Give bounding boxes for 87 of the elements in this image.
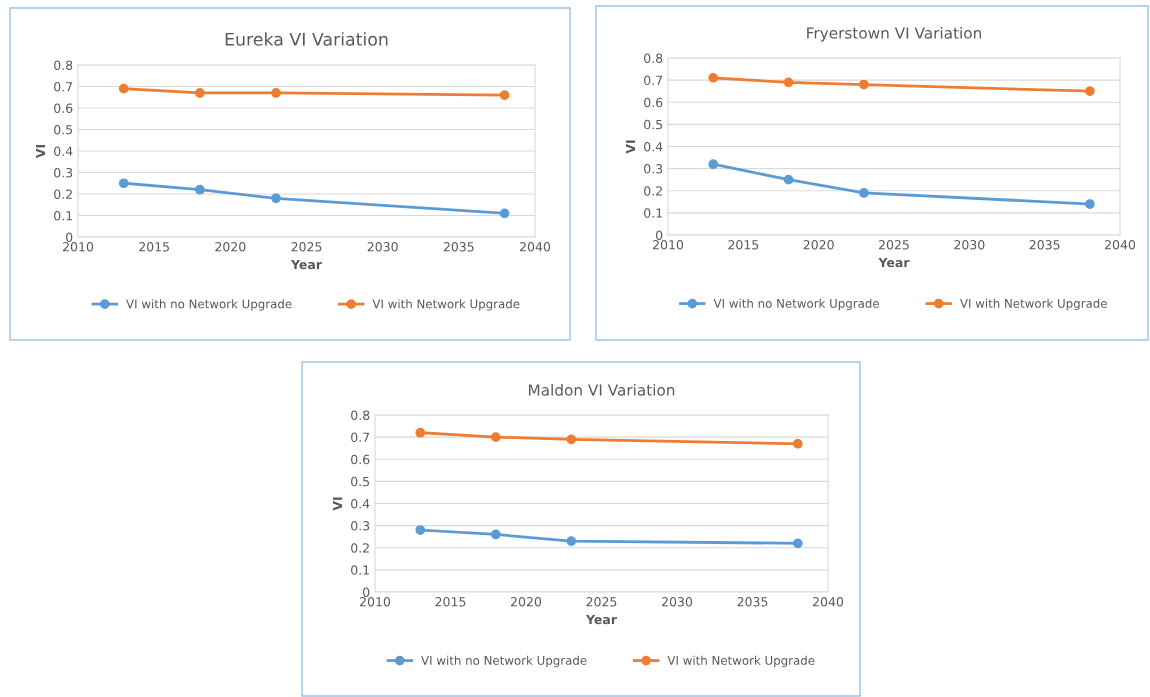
point — [271, 88, 281, 98]
legend-label: VI with Network Upgrade — [372, 299, 520, 311]
y-tick-label: 0 — [656, 230, 663, 240]
y-tick-label: 0.6 — [644, 97, 663, 108]
point — [708, 73, 719, 83]
x-axis-title: Year — [290, 259, 322, 270]
x-tick-label: 2020 — [511, 597, 542, 607]
point — [118, 83, 129, 94]
y-tick-label: 0.7 — [54, 81, 73, 92]
point — [415, 427, 426, 438]
y-tick-label: 0 — [66, 232, 73, 242]
legend-label: VI with no Network Upgrade — [713, 298, 879, 311]
y-tick-label: 0.7 — [351, 432, 370, 443]
x-tick-label: 2025 — [291, 242, 322, 252]
x-tick-label: 2035 — [737, 597, 768, 607]
x-tick-label: 2040 — [520, 242, 551, 252]
x-tick-label: 2040 — [1105, 240, 1136, 250]
y-tick-label: 0.4 — [54, 146, 73, 156]
y-tick-label: 0.6 — [351, 454, 370, 465]
x-tick-label: 2010 — [653, 240, 684, 250]
x-tick-label: 2025 — [879, 240, 909, 250]
x-tick-label: 2020 — [215, 242, 246, 252]
legend-label: VI with Network Upgrade — [959, 298, 1107, 311]
y-axis-title: VI — [332, 497, 343, 511]
y-tick-label: 0.8 — [351, 410, 370, 420]
legend-label: VI with no Network Upgrade — [421, 655, 587, 668]
point — [859, 79, 869, 90]
x-tick-label: 2015 — [139, 242, 169, 252]
y-tick-label: 0.2 — [351, 543, 369, 553]
point — [1085, 86, 1095, 97]
y-tick-label: 0 — [363, 587, 370, 597]
point — [792, 538, 803, 549]
x-axis-title: Year — [878, 257, 910, 268]
y-tick-label: 0.5 — [54, 124, 73, 135]
y-tick-label: 0.3 — [644, 164, 663, 174]
point — [708, 159, 719, 170]
y-tick-label: 0.1 — [351, 565, 369, 575]
y-tick-label: 0.3 — [351, 521, 370, 531]
point — [118, 178, 129, 189]
legend-label: VI with Network Upgrade — [667, 655, 815, 668]
x-tick-label: 2030 — [662, 597, 693, 607]
y-tick-label: 0.4 — [351, 498, 370, 509]
y-tick-label: 0.4 — [644, 141, 663, 152]
chart-title: Fryerstown VI Variation — [807, 26, 982, 42]
point — [1085, 199, 1095, 209]
x-tick-label: 2035 — [443, 242, 474, 252]
y-tick-label: 0.6 — [54, 103, 73, 113]
y-tick-label: 0.3 — [54, 167, 73, 178]
point — [415, 525, 426, 535]
x-tick-label: 2015 — [728, 240, 759, 250]
point — [783, 174, 794, 185]
x-tick-label: 2040 — [813, 597, 844, 607]
point — [271, 193, 281, 204]
chart-title: Maldon VI Variation — [529, 383, 675, 396]
x-tick-label: 2010 — [360, 597, 391, 607]
point — [499, 90, 510, 100]
y-tick-label: 0.1 — [644, 208, 662, 218]
point — [859, 188, 869, 198]
x-tick-label: 2025 — [586, 597, 617, 607]
point — [499, 208, 510, 219]
chart-title: Eureka VI Variation — [225, 32, 388, 46]
x-tick-label: 2010 — [63, 242, 94, 252]
point — [792, 438, 803, 449]
point — [566, 434, 577, 445]
y-tick-label: 0.5 — [351, 476, 370, 487]
y-tick-label: 0.8 — [644, 53, 663, 63]
point — [490, 432, 501, 442]
point — [566, 536, 577, 546]
x-tick-label: 2030 — [367, 242, 398, 252]
point — [783, 77, 794, 88]
x-axis-title: Year — [585, 614, 617, 625]
x-tick-label: 2015 — [435, 597, 466, 607]
y-tick-label: 0.8 — [54, 60, 73, 70]
x-tick-label: 2020 — [803, 240, 834, 250]
y-tick-label: 0.1 — [54, 210, 72, 221]
y-tick-label: 0.5 — [644, 119, 663, 130]
legend-label: VI with no Network Upgrade — [126, 299, 292, 311]
y-tick-label: 0.7 — [644, 75, 663, 86]
y-tick-label: 0.2 — [644, 186, 662, 196]
y-axis-title: VI — [35, 144, 46, 159]
x-tick-label: 2035 — [1029, 240, 1060, 250]
point — [195, 184, 205, 195]
point — [195, 88, 205, 98]
y-tick-label: 0.2 — [54, 189, 72, 199]
y-axis-title: VI — [625, 140, 636, 154]
x-tick-label: 2030 — [954, 240, 985, 250]
point — [490, 529, 501, 540]
